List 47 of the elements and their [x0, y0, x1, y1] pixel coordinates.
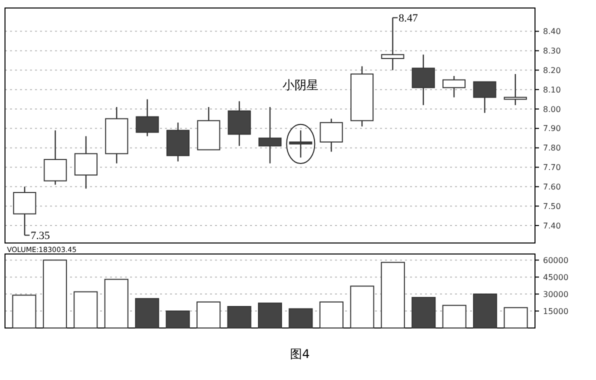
bar — [412, 296, 436, 328]
bar — [442, 304, 466, 328]
bar — [227, 306, 252, 328]
bar — [473, 294, 498, 328]
bar — [196, 301, 221, 328]
bar — [504, 307, 528, 328]
annotation: 小阴星 — [282, 78, 319, 92]
y-tick-label: 60000 — [543, 256, 568, 265]
y-tick-label: 8.20 — [543, 66, 561, 75]
candlestick — [442, 75, 466, 98]
candlestick — [44, 130, 67, 186]
bar — [42, 260, 67, 328]
bar — [74, 291, 98, 328]
candlestick — [504, 73, 527, 106]
y-tick-label: 7.40 — [543, 221, 561, 230]
bar — [258, 302, 282, 328]
y-tick-label: 8.10 — [543, 85, 561, 94]
candlestick — [136, 98, 159, 137]
bar — [104, 278, 128, 328]
candlestick — [289, 130, 312, 158]
y-tick-label: 7.60 — [543, 182, 561, 192]
y-tick-label: 45000 — [543, 272, 568, 282]
y-tick-label: 8.40 — [543, 27, 561, 36]
bar — [288, 308, 313, 328]
candlestick — [228, 100, 251, 146]
candlestick — [412, 54, 435, 106]
y-tick-label: 15000 — [543, 306, 568, 316]
bar — [12, 294, 36, 328]
candlestick — [74, 136, 98, 190]
bar — [319, 301, 344, 328]
y-tick-label: 8.30 — [543, 46, 561, 56]
annotation: 8.47 — [398, 12, 418, 25]
bar — [380, 262, 405, 328]
y-tick-label: 7.50 — [543, 202, 561, 211]
bar — [350, 286, 374, 328]
y-tick-label: 30000 — [543, 290, 568, 299]
y-tick-label: 7.90 — [543, 124, 561, 134]
caption: 图4 — [290, 347, 310, 361]
bar — [166, 310, 190, 328]
y-tick-label: 8.00 — [543, 104, 561, 114]
annotation: 7.35 — [30, 230, 50, 242]
y-tick-label: 7.80 — [543, 144, 561, 153]
y-tick-label: 7.70 — [543, 163, 561, 172]
bar — [135, 298, 160, 328]
candlestick — [473, 81, 496, 114]
candlestick — [320, 118, 343, 152]
candlestick — [258, 106, 282, 164]
